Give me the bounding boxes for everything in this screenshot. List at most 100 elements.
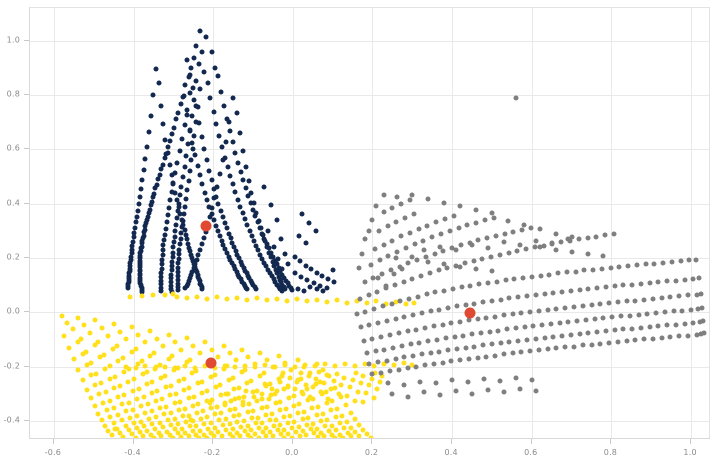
data-point (497, 378, 503, 384)
data-point (267, 429, 273, 435)
data-point (456, 225, 461, 231)
data-point (195, 163, 201, 169)
data-point (177, 399, 183, 405)
data-point (408, 341, 414, 347)
data-point (381, 242, 387, 248)
data-point (190, 403, 196, 409)
data-point (659, 295, 665, 301)
data-point (182, 204, 188, 210)
data-point (207, 400, 213, 405)
data-point (338, 394, 344, 400)
data-point (520, 275, 526, 281)
data-point (411, 211, 417, 217)
data-point (167, 162, 173, 168)
data-point (278, 236, 284, 242)
data-point (485, 387, 491, 393)
data-point (292, 270, 298, 276)
data-point (285, 261, 291, 267)
data-point (599, 266, 605, 272)
data-point (432, 251, 438, 257)
data-point (469, 242, 475, 248)
data-point (112, 374, 118, 380)
data-point (191, 133, 197, 139)
data-point (267, 381, 273, 387)
data-point (104, 407, 110, 413)
data-point (207, 214, 213, 220)
data-point (193, 267, 199, 273)
data-point (271, 276, 277, 282)
y-tick-label: 1.0 (6, 35, 20, 45)
data-point (158, 281, 164, 287)
data-point (409, 254, 415, 260)
data-point (128, 257, 134, 263)
data-point (279, 373, 285, 379)
data-point (571, 304, 577, 310)
data-point (412, 241, 418, 247)
data-point (513, 325, 519, 331)
data-point (134, 396, 140, 402)
data-point (151, 191, 157, 197)
data-point (208, 405, 214, 411)
data-point (545, 307, 551, 313)
data-point (111, 405, 117, 411)
data-point (297, 433, 303, 438)
data-point (158, 103, 164, 109)
data-point (415, 294, 421, 300)
data-point (182, 406, 188, 412)
data-point (141, 229, 147, 235)
data-point (292, 364, 298, 370)
data-point (352, 398, 358, 404)
data-point (424, 223, 430, 229)
y-tick-label: 0.6 (6, 143, 20, 153)
data-point (221, 103, 227, 109)
data-point (360, 427, 366, 433)
data-point (690, 276, 696, 282)
data-point (176, 407, 182, 413)
data-point (160, 162, 166, 168)
data-point (328, 407, 334, 413)
data-point (61, 333, 67, 339)
data-point (336, 391, 342, 397)
data-point (191, 97, 197, 103)
data-point (303, 263, 309, 269)
data-point (279, 288, 285, 294)
data-point (385, 253, 391, 259)
data-point (159, 266, 165, 272)
data-point (405, 328, 411, 334)
data-point (270, 259, 276, 265)
data-point (458, 242, 464, 248)
data-point (585, 235, 591, 241)
data-point (167, 197, 173, 203)
data-point (545, 346, 551, 352)
data-point (188, 272, 194, 278)
data-point (199, 49, 205, 55)
data-point (322, 361, 328, 367)
data-point (214, 404, 220, 410)
data-point (625, 263, 631, 269)
y-tick-mark (24, 256, 29, 258)
data-point (215, 228, 221, 234)
data-point (497, 252, 503, 258)
data-point (438, 231, 444, 237)
data-point (147, 207, 153, 213)
data-point (181, 93, 187, 99)
data-point (176, 256, 182, 262)
data-point (325, 276, 331, 282)
data-point (187, 168, 193, 174)
data-point (276, 376, 281, 382)
data-point (244, 380, 250, 386)
data-point (694, 332, 700, 338)
data-point (442, 216, 448, 222)
data-point (569, 234, 575, 240)
data-point (281, 386, 287, 392)
data-point (361, 338, 367, 344)
data-point (277, 277, 283, 283)
data-point (491, 215, 497, 221)
data-point (190, 146, 196, 152)
data-point (142, 363, 148, 369)
data-point (352, 416, 358, 422)
data-point (274, 270, 280, 276)
data-point (300, 428, 306, 434)
data-point (308, 426, 314, 432)
data-point (466, 356, 472, 362)
